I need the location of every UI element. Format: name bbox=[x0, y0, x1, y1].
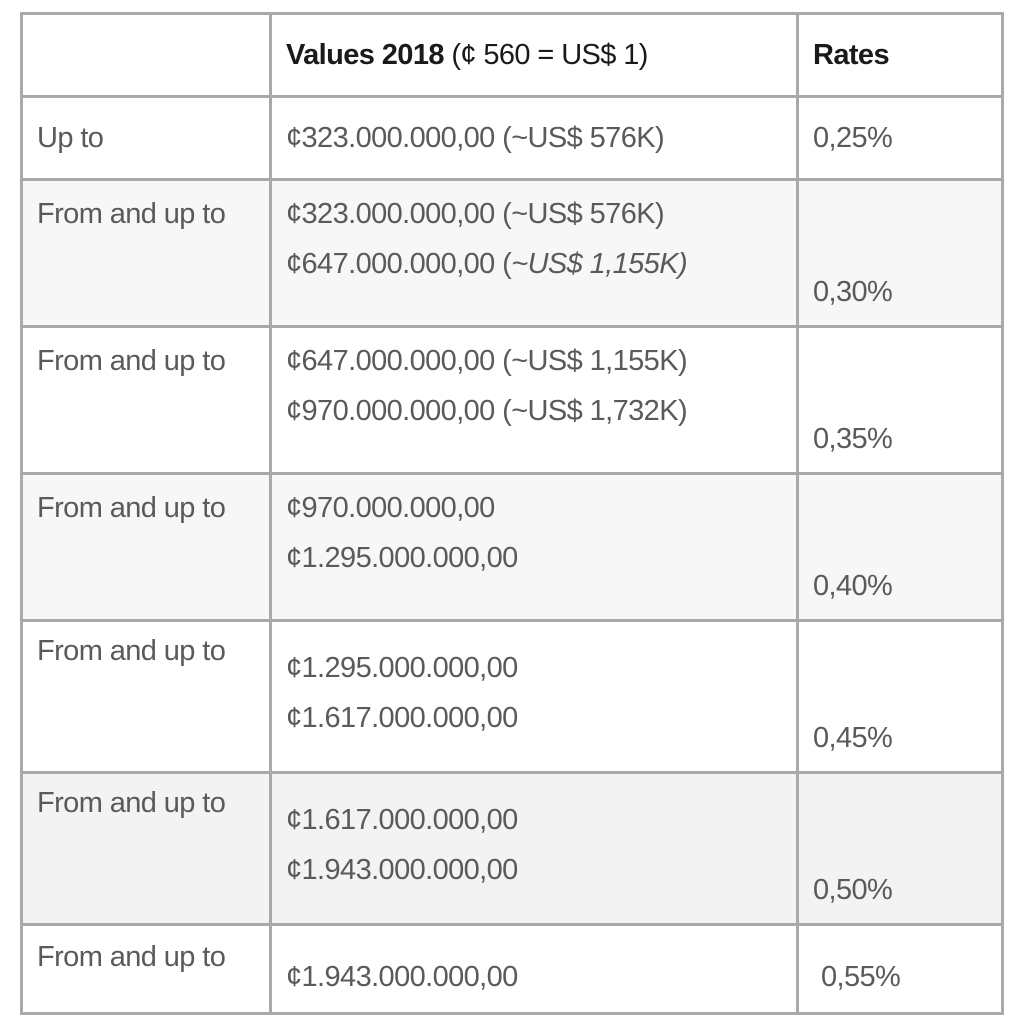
table-row: From and up to ¢323.000.000,00 (~US$ 576… bbox=[20, 178, 1004, 328]
row-label: From and up to bbox=[20, 619, 272, 774]
row-label: From and up to bbox=[20, 472, 272, 622]
row-rate: 0,25% bbox=[796, 95, 1004, 181]
row-label: From and up to bbox=[20, 923, 272, 1015]
row-value-to: ¢970.000.000,00 (~US$ 1,732K) bbox=[286, 395, 688, 427]
row-rate: 0,50% bbox=[796, 771, 1004, 926]
row-values: ¢323.000.000,00 (~US$ 576K) bbox=[269, 95, 799, 181]
row-value-to: ¢1.617.000.000,00 bbox=[286, 702, 518, 734]
header-values-exchange: (¢ 560 = US$ 1) bbox=[443, 39, 648, 71]
table-row: From and up to ¢1.617.000.000,00 ¢1.943.… bbox=[20, 771, 1004, 926]
row-value-to: ¢647.000.000,00 (~US$ 1,155K) bbox=[286, 239, 782, 289]
row-value-to-usd: ~US$ 1,155K) bbox=[511, 248, 688, 280]
row-value-to-prefix: ¢647.000.000,00 ( bbox=[286, 248, 512, 280]
table-row: From and up to ¢647.000.000,00 (~US$ 1,1… bbox=[20, 325, 1004, 475]
row-values: ¢1.943.000.000,00 bbox=[269, 923, 799, 1015]
row-label: Up to bbox=[20, 95, 272, 181]
row-value-to: ¢1.295.000.000,00 bbox=[286, 542, 518, 574]
table-row: From and up to ¢1.943.000.000,00 0,55% bbox=[20, 923, 1004, 1015]
row-label: From and up to bbox=[20, 325, 272, 475]
row-values: ¢1.295.000.000,00 ¢1.617.000.000,00 bbox=[269, 619, 799, 774]
row-values: ¢647.000.000,00 (~US$ 1,155K) ¢970.000.0… bbox=[269, 325, 799, 475]
header-rates-title: Rates bbox=[813, 39, 890, 71]
row-rate: 0,40% bbox=[796, 472, 1004, 622]
rates-table: Values 2018 (¢ 560 = US$ 1) Rates Up to … bbox=[20, 12, 1004, 1015]
table-row: From and up to ¢970.000.000,00 ¢1.295.00… bbox=[20, 472, 1004, 622]
row-value-from: ¢970.000.000,00 bbox=[286, 492, 495, 524]
header-rates-cell: Rates bbox=[796, 12, 1004, 98]
row-label: From and up to bbox=[20, 178, 272, 328]
header-values-cell: Values 2018 (¢ 560 = US$ 1) bbox=[269, 12, 799, 98]
row-label: From and up to bbox=[20, 771, 272, 926]
row-rate: 0,45% bbox=[796, 619, 1004, 774]
row-rate: 0,55% bbox=[796, 923, 1004, 1015]
header-empty-cell bbox=[20, 12, 272, 98]
row-value-from: ¢323.000.000,00 (~US$ 576K) bbox=[286, 198, 665, 230]
table-row: Up to ¢323.000.000,00 (~US$ 576K) 0,25% bbox=[20, 95, 1004, 181]
table-row: From and up to ¢1.295.000.000,00 ¢1.617.… bbox=[20, 619, 1004, 774]
header-values-title: Values 2018 bbox=[286, 39, 444, 71]
row-rate: 0,30% bbox=[796, 178, 1004, 328]
row-value-from: ¢1.617.000.000,00 bbox=[286, 804, 518, 836]
row-value-from: ¢647.000.000,00 (~US$ 1,155K) bbox=[286, 345, 688, 377]
row-value-from: ¢1.295.000.000,00 bbox=[286, 652, 518, 684]
row-rate: 0,35% bbox=[796, 325, 1004, 475]
row-values: ¢1.617.000.000,00 ¢1.943.000.000,00 bbox=[269, 771, 799, 926]
row-value-to: ¢1.943.000.000,00 bbox=[286, 854, 518, 886]
row-values: ¢970.000.000,00 ¢1.295.000.000,00 bbox=[269, 472, 799, 622]
table-header-row: Values 2018 (¢ 560 = US$ 1) Rates bbox=[20, 12, 1004, 98]
row-values: ¢323.000.000,00 (~US$ 576K) ¢647.000.000… bbox=[269, 178, 799, 328]
